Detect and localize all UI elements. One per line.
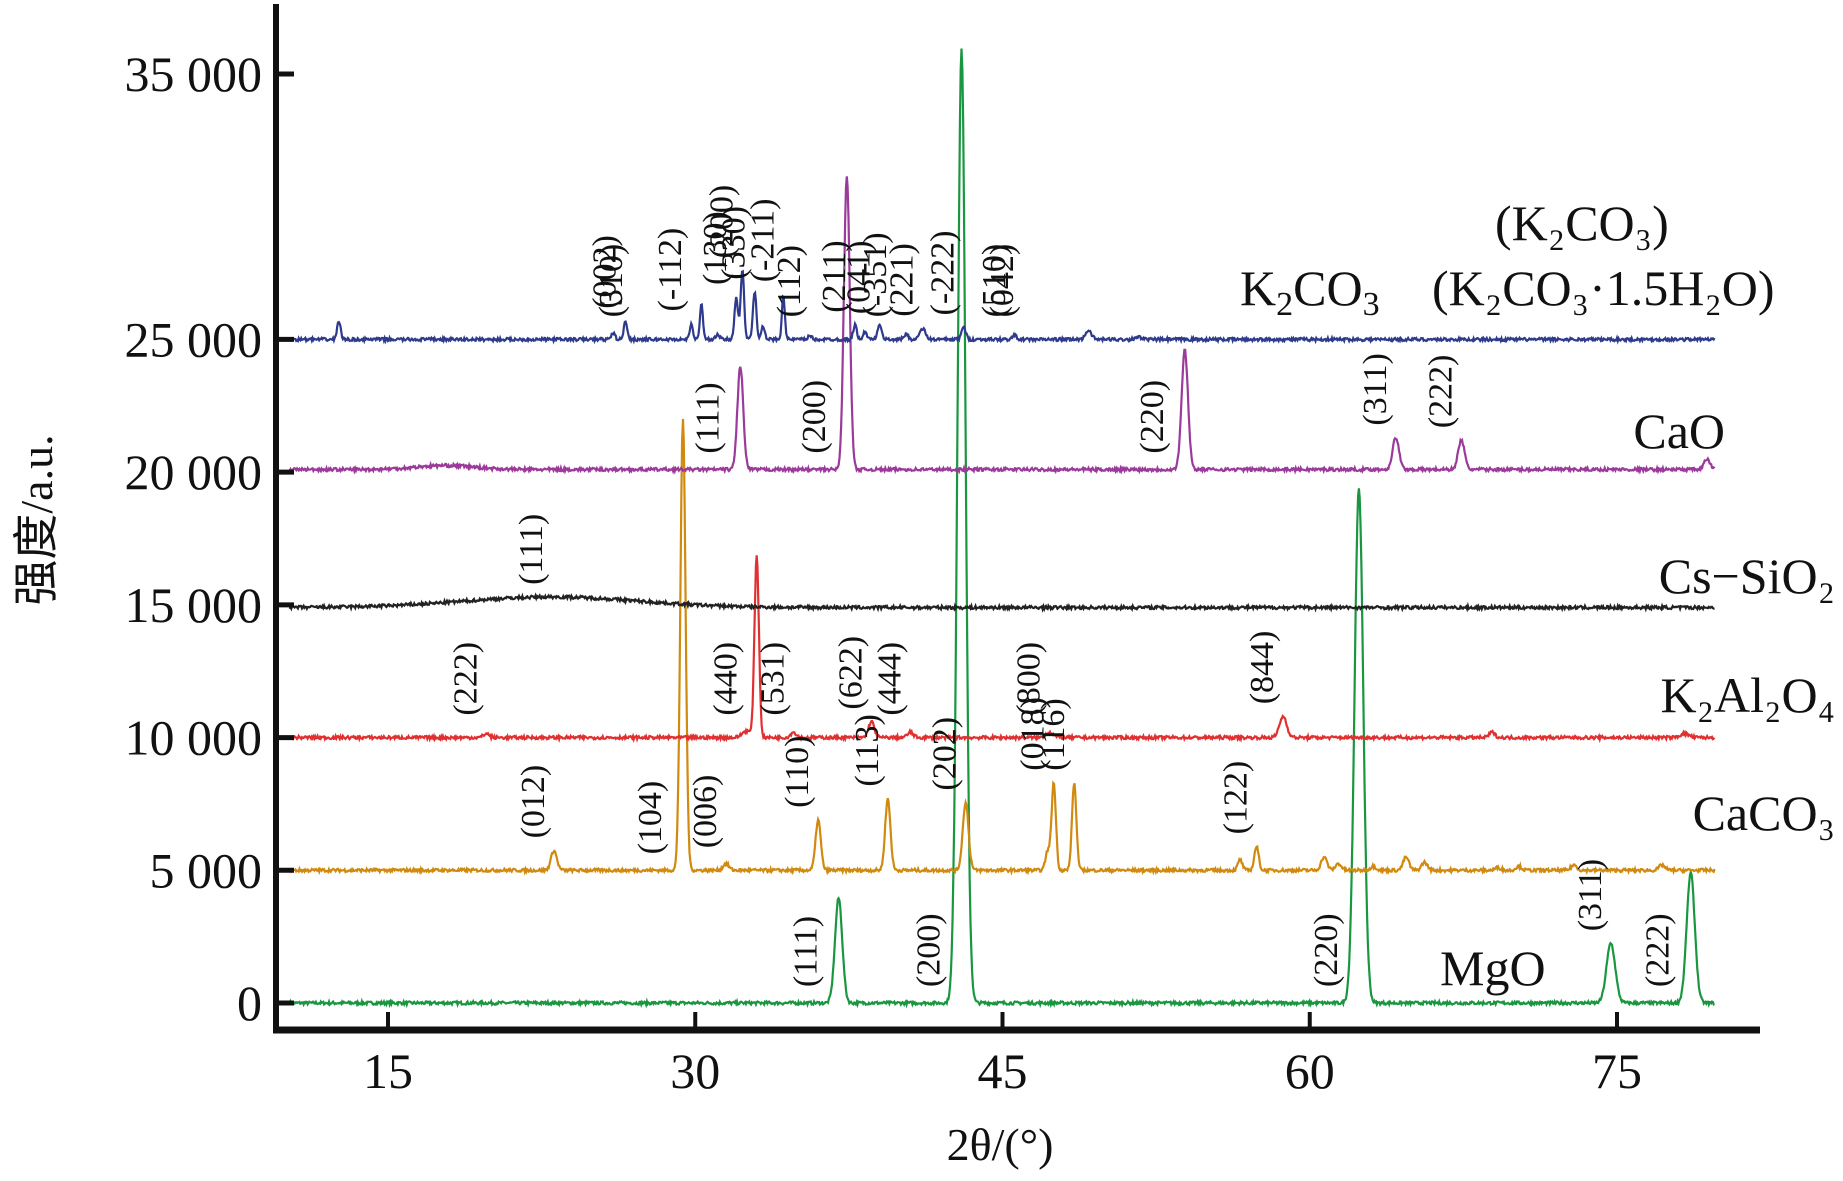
x-tick-label: 60 <box>1285 1043 1335 1099</box>
annotation-k2co3-hydrate: (K₂CO₃·1.5H₂O) <box>1432 260 1775 316</box>
axes <box>273 4 1760 1034</box>
series-label-mgo: MgO <box>1440 940 1546 996</box>
hkl-label: (116) <box>1035 698 1072 770</box>
hkl-label: (211) <box>816 240 853 312</box>
hkl-label: (800) <box>1011 642 1048 716</box>
hkl-label: (104) <box>632 781 669 855</box>
series-labels-layer: K2CO3 (K₂CO₃) (K₂CO₃·1.5H₂O) CaO Cs−SiO₂… <box>1240 195 1835 996</box>
y-tick-label: 5 000 <box>150 842 263 898</box>
hkl-label: (012) <box>515 765 552 839</box>
x-tick-label: 15 <box>363 1043 413 1099</box>
hkl-label: (018) <box>1015 697 1052 771</box>
hkl-label-layer: (111) (200) (220) (311) (222) (012) (104) (006)… <box>447 185 1676 987</box>
y-axis-title: 强度/a.u. <box>11 434 62 605</box>
hkl-label: (006) <box>687 775 724 849</box>
hkl-label: (-211) <box>744 199 781 283</box>
hkl-label: (111) <box>689 382 726 453</box>
hkl-label: (-351) <box>857 232 894 317</box>
series-label-k2co3-main: K2CO3 <box>1240 260 1380 323</box>
series-line-cs-sio2 <box>288 592 1715 613</box>
series-line-mgo <box>288 48 1715 1009</box>
y-tick-label: 0 <box>237 975 262 1031</box>
hkl-label: (311) <box>1357 353 1394 425</box>
hkl-label: (220) <box>1134 380 1171 454</box>
series-label-cao: CaO <box>1633 403 1725 459</box>
hkl-label: (202) <box>927 717 964 791</box>
hkl-label: (310) <box>593 244 630 318</box>
ticks-layer: 15 30 45 60 75 0 5 000 20 000 25 000 35 000 10 000… <box>125 46 1643 1099</box>
hkl-label: (002) <box>587 235 624 309</box>
hkl-label: (113) <box>849 714 886 786</box>
hkl-label: (844) <box>1244 631 1281 705</box>
hkl-label: (041) <box>841 241 878 315</box>
hkl-label: (112) <box>771 245 808 317</box>
series-line-k2co3 <box>289 269 1716 345</box>
x-tick-label: 45 <box>978 1043 1028 1099</box>
hkl-label: (510) <box>976 244 1013 318</box>
hkl-label: (221) <box>884 243 921 317</box>
hkl-label: (220) <box>1308 913 1345 987</box>
y-tick-label: 20 000 <box>125 444 263 500</box>
hkl-label: (444) <box>871 642 908 716</box>
series-line-caco3 <box>289 418 1716 876</box>
hkl-label: (531) <box>755 642 792 716</box>
hkl-label: (042) <box>984 244 1021 318</box>
series-line-cao <box>288 176 1716 475</box>
hkl-label: (311) <box>1572 859 1609 931</box>
hkl-label: (330) <box>716 206 753 280</box>
hkl-label: (440) <box>708 642 745 716</box>
hkl-label: (-112) <box>652 228 689 312</box>
series-label-caco3: CaCO₃ <box>1693 785 1835 841</box>
hkl-label: (111) <box>513 514 550 585</box>
series-label-k2al2o4: K₂Al₂O₄ <box>1660 667 1835 723</box>
x-axis-title: 2θ/(°) <box>947 1119 1054 1170</box>
series-label-cs-sio2: Cs−SiO₂ <box>1659 548 1835 604</box>
hkl-label: (222) <box>1422 355 1459 429</box>
hkl-label: (622) <box>832 636 869 710</box>
hkl-label: (200) <box>703 185 740 259</box>
hkl-label: (130) <box>697 211 734 285</box>
series-line-k2al2o4 <box>289 555 1716 744</box>
y-tick-label: 35 000 <box>125 46 263 102</box>
hkl-label: (222) <box>1640 913 1677 987</box>
hkl-label: (200) <box>911 913 948 987</box>
hkl-label: (111) <box>788 916 825 987</box>
x-tick-label: 75 <box>1592 1043 1642 1099</box>
hkl-label: (222) <box>447 642 484 716</box>
hkl-label: (-222) <box>925 231 962 316</box>
y-tick-label: 10 000 <box>125 710 263 766</box>
y-tick-label: 15 000 <box>125 577 263 633</box>
annotation-k2co3: (K₂CO₃) <box>1495 195 1669 251</box>
y-tick-label: 25 000 <box>125 311 263 367</box>
x-tick-label: 30 <box>670 1043 720 1099</box>
hkl-label: (200) <box>796 380 833 454</box>
hkl-label: (122) <box>1218 761 1255 835</box>
series-layer <box>288 48 1716 1009</box>
hkl-label: (110) <box>779 736 816 808</box>
